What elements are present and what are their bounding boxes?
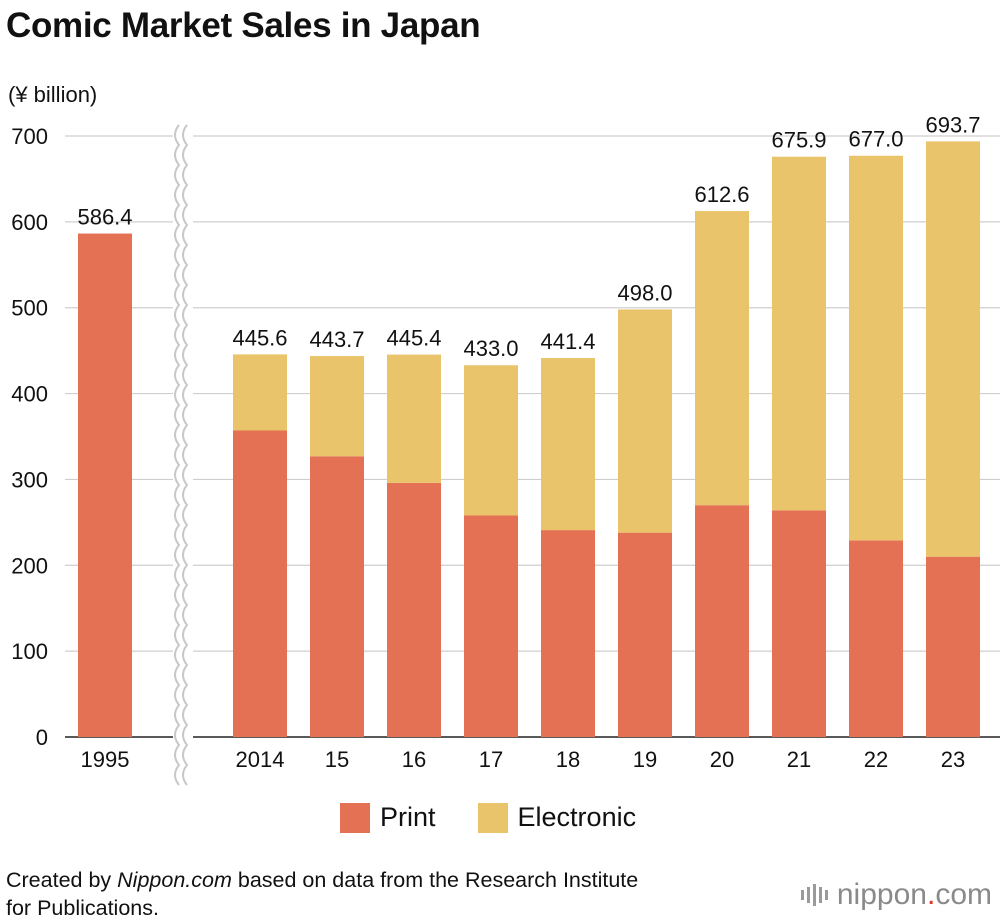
axis-break-line-right xyxy=(182,124,189,786)
bar-print-15 xyxy=(310,456,364,737)
data-label-21: 675.9 xyxy=(771,128,826,153)
y-tick-label-200: 200 xyxy=(11,553,48,578)
bar-print-23 xyxy=(926,556,980,737)
bar-electronic-20 xyxy=(695,211,749,506)
bar-electronic-23 xyxy=(926,141,980,557)
bar-electronic-16 xyxy=(387,354,441,483)
x-tick-label-17: 17 xyxy=(479,747,503,772)
y-tick-label-700: 700 xyxy=(11,124,48,149)
y-tick-label-400: 400 xyxy=(11,382,48,407)
bar-electronic-17 xyxy=(464,365,518,516)
y-tick-label-300: 300 xyxy=(11,467,48,492)
legend-swatch-electronic xyxy=(477,802,508,833)
legend-item-electronic: Electronic xyxy=(477,802,637,833)
source-site: Nippon.com xyxy=(117,868,232,892)
data-label-15: 443.7 xyxy=(309,327,364,352)
x-tick-label-1995: 1995 xyxy=(81,747,130,772)
x-tick-label-16: 16 xyxy=(402,747,426,772)
bar-chart: 0 100 200 300 400 500 600 700 586.4 1995 445.6 2014… xyxy=(11,112,1000,786)
data-label-16: 445.4 xyxy=(386,326,441,351)
bar-electronic-22 xyxy=(849,155,903,541)
source-line2: for Publications. xyxy=(6,896,159,920)
x-tick-label-21: 21 xyxy=(787,747,811,772)
data-label-1995: 586.4 xyxy=(77,205,132,230)
x-tick-label-18: 18 xyxy=(556,747,580,772)
x-tick-label-23: 23 xyxy=(941,747,965,772)
x-tick-label-20: 20 xyxy=(710,747,734,772)
data-label-19: 498.0 xyxy=(617,280,672,305)
y-axis-unit-label: (¥ billion) xyxy=(8,82,98,107)
data-label-2014: 445.6 xyxy=(232,325,287,350)
y-tick-label-0: 0 xyxy=(36,725,48,750)
x-tick-label-19: 19 xyxy=(633,747,657,772)
legend-label-electronic: Electronic xyxy=(517,802,637,832)
bar-print-1995 xyxy=(78,233,132,738)
logo-dot: . xyxy=(926,878,936,911)
logo-bars-icon xyxy=(800,884,831,906)
data-label-20: 612.6 xyxy=(694,182,749,207)
x-tick-label-15: 15 xyxy=(325,747,349,772)
bar-print-18 xyxy=(541,530,595,737)
source-prefix: Created by xyxy=(6,868,118,892)
x-tick-label-2014: 2014 xyxy=(236,747,285,772)
axis-break-line-left xyxy=(174,124,181,786)
bar-electronic-19 xyxy=(618,309,672,533)
bar-print-16 xyxy=(387,482,441,737)
bar-electronic-18 xyxy=(541,358,595,531)
data-label-18: 441.4 xyxy=(540,329,595,354)
bar-print-22 xyxy=(849,540,903,737)
nippon-logo: nippon. com xyxy=(800,878,992,912)
data-label-23: 693.7 xyxy=(925,112,980,137)
source-rest: based on data from the Research Institut… xyxy=(231,868,639,892)
source-note: Created by Nippon.com based on data from… xyxy=(6,866,638,922)
y-tick-label-500: 500 xyxy=(11,296,48,321)
bar-print-2014 xyxy=(233,430,287,737)
x-tick-label-22: 22 xyxy=(864,747,888,772)
bar-print-17 xyxy=(464,515,518,737)
bar-electronic-15 xyxy=(310,356,364,457)
legend-item-print: Print xyxy=(340,802,436,833)
bar-print-21 xyxy=(772,510,826,737)
data-label-22: 677.0 xyxy=(848,127,903,152)
bar-print-20 xyxy=(695,505,749,737)
bar-electronic-2014 xyxy=(233,354,287,431)
legend-swatch-print xyxy=(340,802,370,833)
chart-title: Comic Market Sales in Japan xyxy=(6,6,481,45)
data-label-17: 433.0 xyxy=(463,336,518,361)
logo-tld: com xyxy=(935,878,992,911)
y-tick-label-600: 600 xyxy=(11,210,48,235)
bar-print-19 xyxy=(618,532,672,737)
legend: Print Electronic xyxy=(340,802,678,833)
legend-label-print: Print xyxy=(380,802,436,832)
logo-name: nippon xyxy=(836,878,927,911)
y-tick-label-100: 100 xyxy=(11,639,48,664)
bar-electronic-21 xyxy=(772,156,826,511)
